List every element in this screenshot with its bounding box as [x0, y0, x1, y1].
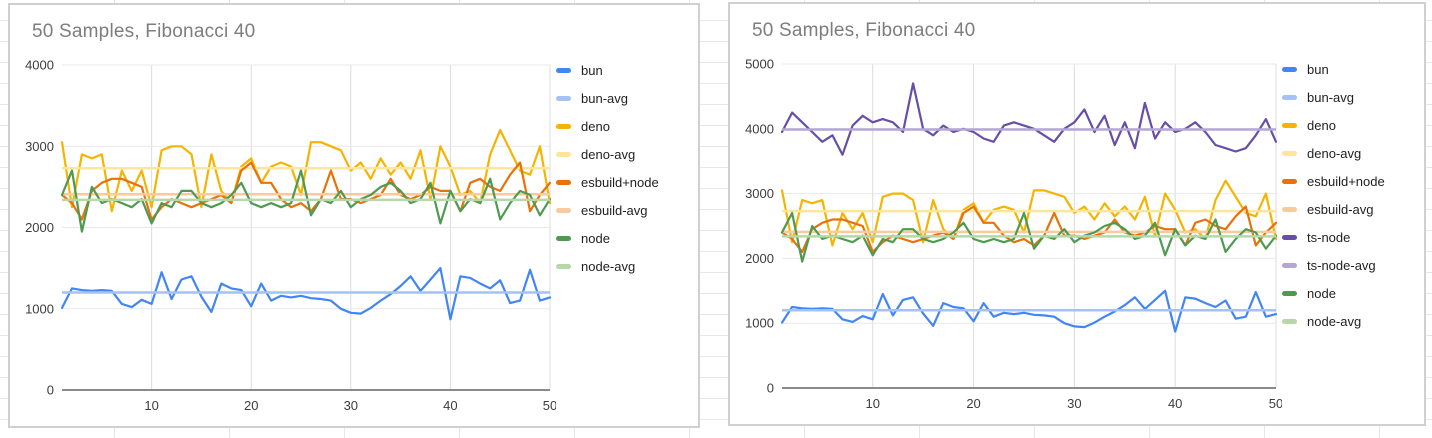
y-tick-label: 5000 — [745, 57, 774, 72]
legend-label: ts-node — [1307, 229, 1351, 245]
chart-svg: 10 20 30 40 50 0 1000 2000 3000 4000 — [25, 58, 556, 414]
legend-label: deno-avg — [581, 146, 636, 162]
legend-swatch — [556, 235, 571, 241]
x-tick-label: 20 — [244, 398, 258, 413]
legend-item-ts-node: ts-node — [1282, 228, 1424, 246]
legend-item-deno: deno — [1282, 116, 1424, 134]
legend-swatch — [556, 123, 571, 129]
legend-item-bun: bun — [1282, 60, 1424, 78]
legend-swatch — [1282, 318, 1297, 324]
legend-label: esbuild+node — [581, 174, 659, 190]
legend-label: bun-avg — [581, 90, 628, 106]
legend-label: node-avg — [581, 258, 636, 274]
y-tick-label: 1000 — [745, 316, 774, 331]
series-line-esbuild+node — [780, 205, 1278, 253]
chart-svg: 10 20 30 40 50 0 1000 2000 3000 4000 5000 — [745, 57, 1282, 412]
legend-item-deno-avg: deno-avg — [1282, 144, 1424, 162]
x-tick-label: 10 — [144, 398, 158, 413]
legend-item-bun-avg: bun-avg — [1282, 88, 1424, 106]
series-line-bun — [60, 267, 552, 321]
legend-item-esbuild+node: esbuild+node — [1282, 172, 1424, 190]
legend: bun bun-avg deno deno-avg esbuild+node esbuil… — [1282, 48, 1424, 424]
legend-swatch — [556, 151, 571, 157]
legend-item-bun-avg: bun-avg — [556, 89, 698, 107]
legend-item-node-avg: node-avg — [1282, 312, 1424, 330]
legend-item-deno-avg: deno-avg — [556, 145, 698, 163]
legend-label: esbuild-avg — [1307, 201, 1374, 217]
legend: bun bun-avg deno deno-avg esbuild+node esbuil… — [556, 49, 698, 426]
legend-label: deno — [1307, 117, 1336, 133]
legend-item-node-avg: node-avg — [556, 257, 698, 275]
chart-card-right[interactable]: 50 Samples, Fibonacci 40 10 20 30 40 50 0 1000… — [728, 2, 1426, 426]
y-tick-label: 2000 — [25, 220, 54, 235]
legend-label: bun — [1307, 61, 1329, 77]
y-tick-label: 3000 — [25, 139, 54, 154]
y-tick-label: 1000 — [25, 301, 54, 316]
legend-item-esbuild+node: esbuild+node — [556, 173, 698, 191]
y-tick-label: 4000 — [745, 121, 774, 136]
legend-swatch — [556, 207, 571, 213]
chart-title: 50 Samples, Fibonacci 40 — [752, 20, 976, 41]
legend-label: node — [1307, 285, 1336, 301]
series-line-esbuild+node — [60, 161, 552, 221]
legend-swatch — [1282, 122, 1297, 128]
legend-label: esbuild+node — [1307, 173, 1385, 189]
legend-swatch — [556, 179, 571, 185]
legend-label: deno-avg — [1307, 145, 1362, 161]
legend-label: node-avg — [1307, 313, 1362, 329]
x-tick-label: 30 — [1067, 396, 1081, 411]
plot-area: 10 20 30 40 50 0 1000 2000 3000 4000 — [10, 49, 556, 426]
legend-item-ts-node-avg: ts-node-avg — [1282, 256, 1424, 274]
x-tick-label: 50 — [1269, 396, 1282, 411]
legend-swatch — [1282, 178, 1297, 184]
y-tick-label: 2000 — [745, 251, 774, 266]
legend-swatch — [1282, 262, 1297, 268]
legend-swatch — [1282, 94, 1297, 100]
y-tick-label: 3000 — [745, 186, 774, 201]
legend-label: esbuild-avg — [581, 202, 648, 218]
x-tick-label: 30 — [344, 398, 358, 413]
legend-label: ts-node-avg — [1307, 257, 1376, 273]
legend-label: deno — [581, 118, 610, 134]
legend-swatch — [1282, 66, 1297, 72]
legend-swatch — [1282, 150, 1297, 156]
legend-label: node — [581, 230, 610, 246]
x-tick-label: 20 — [966, 396, 980, 411]
legend-item-esbuild-avg: esbuild-avg — [556, 201, 698, 219]
legend-swatch — [556, 67, 571, 73]
x-tick-label: 40 — [443, 398, 457, 413]
chart-card-left[interactable]: 50 Samples, Fibonacci 40 10 20 30 40 50 0 1000… — [8, 3, 700, 428]
legend-swatch — [556, 263, 571, 269]
x-tick-label: 50 — [543, 398, 556, 413]
legend-swatch — [556, 95, 571, 101]
legend-swatch — [1282, 234, 1297, 240]
legend-item-deno: deno — [556, 117, 698, 135]
y-tick-label: 4000 — [25, 58, 54, 73]
y-tick-label: 0 — [47, 383, 54, 398]
chart-body: 10 20 30 40 50 0 1000 2000 3000 4000 bun bun-avg de… — [10, 49, 698, 426]
legend-swatch — [1282, 206, 1297, 212]
y-tick-label: 0 — [767, 381, 774, 396]
legend-item-esbuild-avg: esbuild-avg — [1282, 200, 1424, 218]
series-line-bun — [780, 289, 1278, 333]
legend-label: bun-avg — [1307, 89, 1354, 105]
series-line-ts-node — [780, 82, 1278, 156]
legend-item-node: node — [1282, 284, 1424, 302]
chart-title: 50 Samples, Fibonacci 40 — [32, 21, 256, 42]
legend-item-bun: bun — [556, 61, 698, 79]
plot-area: 10 20 30 40 50 0 1000 2000 3000 4000 5000 — [730, 48, 1282, 424]
legend-swatch — [1282, 290, 1297, 296]
x-tick-label: 40 — [1168, 396, 1182, 411]
x-tick-label: 10 — [866, 396, 880, 411]
legend-label: bun — [581, 62, 603, 78]
chart-body: 10 20 30 40 50 0 1000 2000 3000 4000 5000 bun bun-a… — [730, 48, 1424, 424]
legend-item-node: node — [556, 229, 698, 247]
